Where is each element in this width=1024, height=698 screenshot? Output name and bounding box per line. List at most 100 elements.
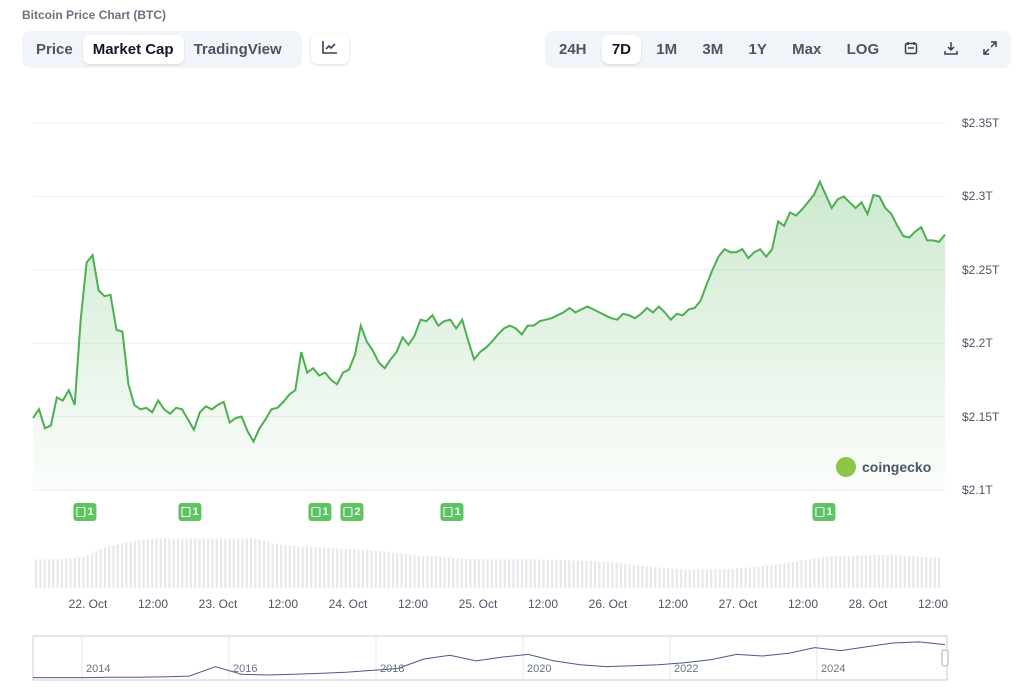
volume-bar bbox=[546, 559, 549, 588]
news-marker[interactable]: 1 bbox=[440, 503, 464, 521]
navigator-line bbox=[33, 641, 946, 679]
navigator-frame[interactable] bbox=[32, 635, 948, 681]
tab-market-cap[interactable]: Market Cap bbox=[82, 35, 184, 64]
volume-bar bbox=[860, 555, 863, 588]
volume-bar bbox=[787, 562, 790, 588]
volume-bar bbox=[619, 563, 622, 588]
download-icon[interactable] bbox=[934, 35, 968, 65]
volume-bar bbox=[344, 548, 347, 588]
x-tick-label: 12:00 bbox=[657, 597, 689, 611]
y-tick-label: $2.35T bbox=[962, 116, 1000, 130]
volume-bar bbox=[628, 564, 631, 588]
volume-bar bbox=[654, 567, 657, 588]
volume-bar bbox=[667, 568, 670, 588]
volume-bar bbox=[602, 561, 605, 588]
volume-bar bbox=[490, 559, 493, 588]
volume-bar bbox=[159, 538, 162, 588]
range-1m[interactable]: 1M bbox=[656, 41, 678, 58]
news-marker[interactable]: 2 bbox=[340, 503, 364, 521]
range-max[interactable]: Max bbox=[792, 41, 822, 58]
volume-bar bbox=[366, 549, 369, 588]
x-tick-label: 22. Oct bbox=[68, 597, 108, 611]
price-area-fill bbox=[33, 181, 945, 490]
volume-bar bbox=[809, 559, 812, 588]
range-24h[interactable]: 24H bbox=[559, 41, 587, 58]
volume-bar bbox=[598, 561, 601, 588]
volume-bar bbox=[318, 547, 321, 588]
chart-type-button[interactable] bbox=[311, 34, 349, 64]
y-tick-label: $2.2T bbox=[962, 336, 993, 351]
range-3m[interactable]: 3M bbox=[702, 41, 724, 58]
volume-bar bbox=[834, 556, 837, 588]
news-marker[interactable]: 1 bbox=[178, 503, 202, 521]
volume-bar bbox=[877, 555, 880, 588]
news-count: 1 bbox=[87, 506, 94, 518]
news-marker[interactable]: 1 bbox=[73, 503, 97, 521]
volume-bar bbox=[39, 559, 42, 588]
tab-price[interactable]: Price bbox=[36, 41, 73, 58]
news-marker[interactable]: 1 bbox=[308, 503, 332, 521]
range-1y[interactable]: 1Y bbox=[748, 41, 767, 58]
expand-icon[interactable] bbox=[973, 35, 1007, 65]
calendar-icon[interactable] bbox=[894, 35, 928, 65]
volume-bar bbox=[723, 569, 726, 588]
x-tick-label: 27. Oct bbox=[718, 597, 758, 611]
brand-name: coingecko bbox=[862, 459, 932, 475]
volume-bar bbox=[469, 558, 472, 588]
x-tick-label: 26. Oct bbox=[588, 597, 628, 611]
volume-bar bbox=[658, 567, 661, 588]
tab-tradingview[interactable]: TradingView bbox=[193, 41, 282, 58]
volume-bar bbox=[594, 561, 597, 588]
volume-bar bbox=[305, 546, 309, 588]
volume-bar bbox=[245, 538, 248, 588]
x-tick-label: 12:00 bbox=[137, 597, 169, 611]
volume-bar bbox=[731, 568, 734, 588]
volume-bar bbox=[508, 559, 511, 588]
navigator-year-label: 2022 bbox=[674, 663, 699, 675]
volume-bar bbox=[495, 559, 498, 588]
gecko-icon bbox=[836, 457, 856, 477]
y-tick-label: $2.25T bbox=[962, 262, 1000, 277]
volume-bar bbox=[551, 559, 554, 588]
volume-bar bbox=[572, 560, 575, 588]
chart-title: Bitcoin Price Chart (BTC) bbox=[22, 8, 167, 22]
volume-bar bbox=[241, 538, 244, 588]
volume-bar bbox=[744, 567, 747, 588]
volume-bar bbox=[585, 561, 588, 588]
volume-bar bbox=[181, 538, 184, 588]
volume-bar bbox=[430, 556, 433, 588]
news-count: 1 bbox=[322, 506, 329, 518]
newspaper-icon bbox=[443, 507, 453, 517]
volume-bar bbox=[353, 549, 356, 588]
volume-bar bbox=[189, 538, 192, 588]
volume-bar bbox=[839, 556, 842, 588]
volume-bar bbox=[417, 555, 420, 588]
volume-bar bbox=[254, 539, 257, 588]
volume-bar bbox=[559, 559, 562, 588]
volume-bar bbox=[671, 568, 674, 588]
volume-bar bbox=[791, 562, 794, 588]
volume-bar bbox=[525, 559, 528, 588]
volume-bar bbox=[740, 568, 743, 588]
volume-bar bbox=[391, 552, 395, 588]
news-marker[interactable]: 1 bbox=[812, 503, 836, 521]
x-tick-label: 12:00 bbox=[527, 597, 559, 611]
volume-bar bbox=[409, 554, 412, 588]
line-chart-icon bbox=[322, 40, 338, 59]
volume-bar bbox=[847, 555, 850, 588]
log-toggle[interactable]: LOG bbox=[846, 41, 880, 58]
volume-bar bbox=[907, 555, 911, 588]
volume-bar bbox=[606, 561, 610, 588]
volume-bar bbox=[542, 559, 545, 588]
volume-bar bbox=[447, 557, 450, 588]
navigator-handle[interactable] bbox=[941, 649, 949, 667]
volume-bar bbox=[456, 558, 459, 588]
range-7d[interactable]: 7D bbox=[601, 35, 641, 64]
volume-bar bbox=[533, 559, 536, 588]
volume-bar bbox=[662, 567, 665, 588]
volume-bar bbox=[890, 554, 893, 588]
volume-bar bbox=[503, 559, 506, 588]
volume-bar bbox=[568, 560, 571, 588]
volume-bar bbox=[637, 565, 640, 588]
